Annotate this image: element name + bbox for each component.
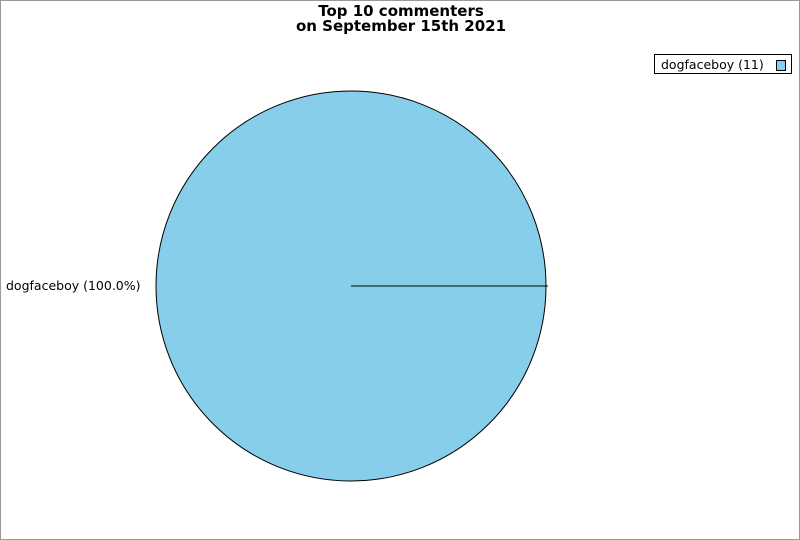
- chart-title-line-1: Top 10 commenters: [318, 2, 484, 20]
- legend-entry-label: dogfaceboy (11): [661, 57, 764, 72]
- slice-label: dogfaceboy (100.0%): [6, 278, 141, 293]
- legend: dogfaceboy (11): [654, 54, 792, 74]
- chart-title-line-2: on September 15th 2021: [295, 17, 507, 35]
- legend-swatch: [776, 60, 786, 71]
